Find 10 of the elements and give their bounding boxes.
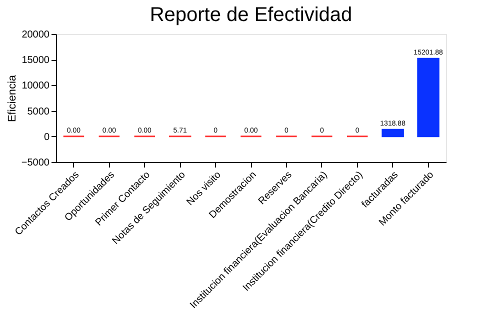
y-tick-label: 5000: [27, 106, 50, 118]
y-tick-label: 20000: [22, 30, 50, 40]
y-axis-title: Eficiencia: [6, 74, 18, 122]
y-tick-label: 15000: [22, 55, 50, 66]
bar: [417, 58, 440, 138]
y-tick-label: −5000: [21, 158, 50, 168]
y-tick-label: 10000: [22, 80, 50, 92]
bar: [382, 128, 404, 138]
chart-title: Reporte de Efectividad: [150, 4, 352, 26]
y-tick-label: 0: [44, 132, 50, 143]
